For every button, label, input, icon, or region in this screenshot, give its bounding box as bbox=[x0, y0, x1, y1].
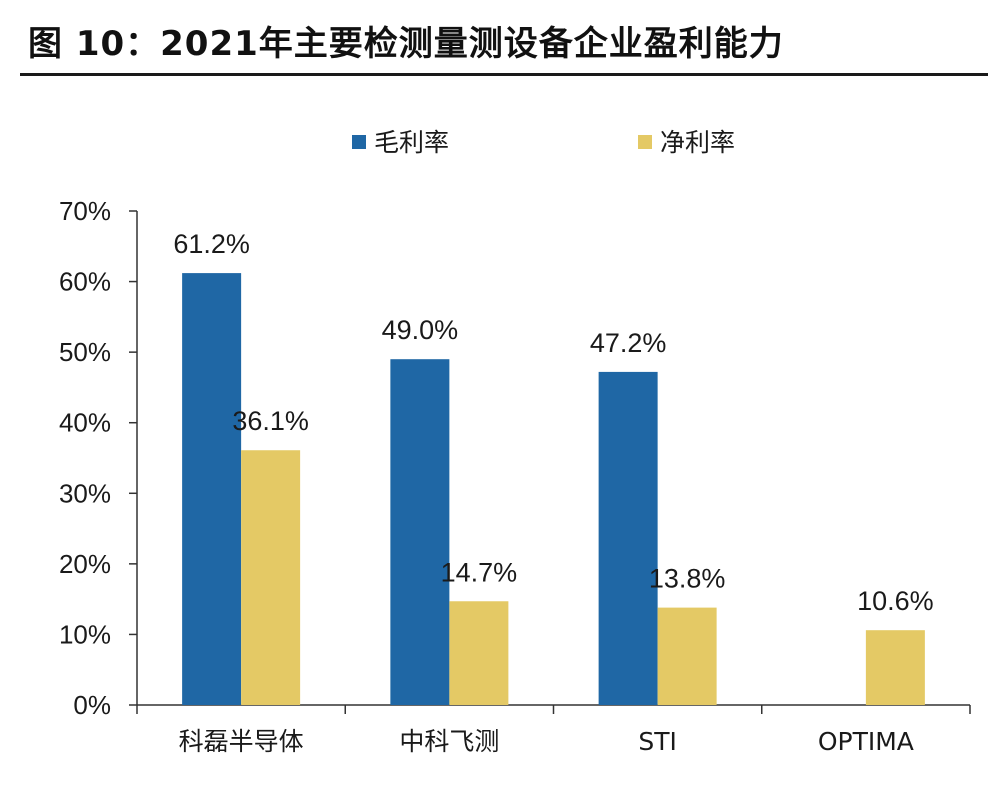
bar-gross-margin bbox=[182, 273, 242, 705]
data-label: 10.6% bbox=[857, 586, 934, 616]
x-category-label: 中科飞测 bbox=[399, 727, 499, 756]
y-tick-label: 70% bbox=[59, 196, 111, 226]
y-tick-label: 30% bbox=[59, 478, 111, 508]
y-tick-label: 10% bbox=[59, 619, 111, 649]
title-divider bbox=[20, 73, 988, 76]
x-category-label: OPTIMA bbox=[818, 727, 914, 756]
data-label: 47.2% bbox=[590, 328, 667, 358]
legend-swatch bbox=[352, 135, 366, 149]
x-category-label: STI bbox=[638, 727, 677, 756]
y-tick-label: 20% bbox=[59, 549, 111, 579]
bar-net-margin bbox=[657, 607, 717, 705]
x-category-label: 科磊半导体 bbox=[179, 727, 304, 756]
legend-label: 净利率 bbox=[660, 128, 735, 157]
data-label: 61.2% bbox=[173, 229, 250, 259]
bar-gross-margin bbox=[390, 359, 450, 705]
y-tick-label: 0% bbox=[73, 690, 111, 720]
y-tick-label: 40% bbox=[59, 408, 111, 438]
data-label: 36.1% bbox=[232, 406, 309, 436]
y-tick-label: 60% bbox=[59, 267, 111, 297]
legend-label: 毛利率 bbox=[374, 128, 449, 157]
bar-net-margin bbox=[449, 601, 509, 705]
data-label: 49.0% bbox=[382, 315, 459, 345]
bar-net-margin bbox=[865, 630, 925, 705]
bar-gross-margin bbox=[598, 371, 658, 705]
bar-net-margin bbox=[241, 450, 301, 705]
y-tick-label: 50% bbox=[59, 337, 111, 367]
data-label: 13.8% bbox=[649, 564, 726, 594]
figure-title: 图 10：2021年主要检测量测设备企业盈利能力 bbox=[28, 24, 784, 64]
legend-swatch bbox=[638, 135, 652, 149]
data-label: 14.7% bbox=[441, 557, 518, 587]
